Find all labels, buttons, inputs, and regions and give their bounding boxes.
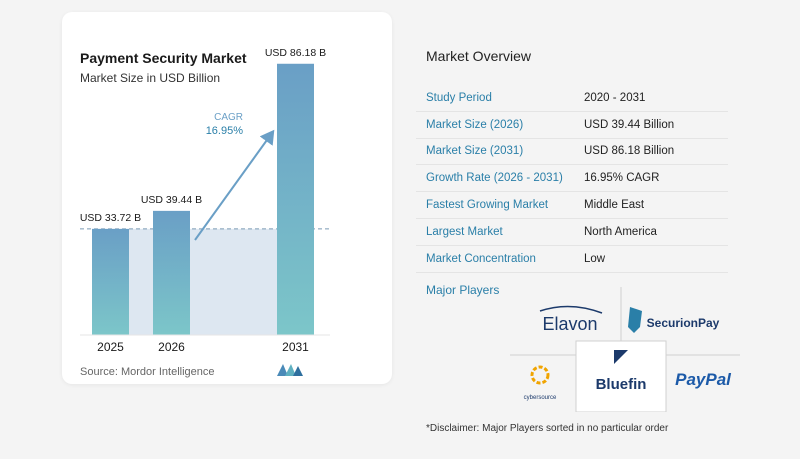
table-row: Market Size (2031) USD 86.18 Billion xyxy=(416,139,728,166)
paypal-logo: PayPal xyxy=(675,370,732,389)
row-key: Fastest Growing Market xyxy=(426,199,549,212)
cybersource-logo: cybersource xyxy=(524,365,557,401)
logo-text: cybersource xyxy=(524,395,557,401)
chart-subtitle: Market Size in USD Billion xyxy=(80,71,221,85)
bar-2026 xyxy=(153,210,190,335)
row-key: Study Period xyxy=(426,91,492,104)
table-row: Fastest Growing Market Middle East xyxy=(416,192,728,219)
table-row: Largest Market North America xyxy=(416,219,728,246)
logo-text: Elavon xyxy=(542,314,597,334)
mordor-logo-icon xyxy=(277,364,303,376)
cagr-value: 16.95% xyxy=(206,125,244,137)
major-players-logos: Elavon SecurionPay cybersource Bluefin P… xyxy=(510,287,740,412)
tick-label-2031: 2031 xyxy=(282,340,309,354)
bar-2025 xyxy=(92,228,129,335)
chart-title: Payment Security Market xyxy=(80,50,247,66)
table-row: Growth Rate (2026 - 2031) 16.95% CAGR xyxy=(416,165,728,193)
data-label-2025: USD 33.72 B xyxy=(80,212,141,224)
logo-text: Bluefin xyxy=(596,376,647,393)
data-label-2026: USD 39.44 B xyxy=(141,194,202,206)
row-value: North America xyxy=(584,225,657,238)
row-value: Middle East xyxy=(584,199,645,212)
logo-text: PayPal xyxy=(675,370,732,389)
bar-2031 xyxy=(277,63,314,335)
cagr-label: CAGR xyxy=(214,112,243,123)
tick-label-2025: 2025 xyxy=(97,340,124,354)
row-value: USD 39.44 Billion xyxy=(584,118,675,131)
row-key: Market Size (2031) xyxy=(426,145,524,158)
bluefin-logo: Bluefin xyxy=(596,350,647,393)
row-value: Low xyxy=(584,252,606,265)
market-overview-title: Market Overview xyxy=(426,48,532,64)
table-row: Market Concentration Low xyxy=(416,246,728,273)
tick-label-2026: 2026 xyxy=(158,340,185,354)
row-key: Market Size (2026) xyxy=(426,118,524,131)
table-row: Market Size (2026) USD 39.44 Billion xyxy=(416,112,728,139)
major-players-title: Major Players xyxy=(426,283,500,297)
disclaimer: *Disclaimer: Major Players sorted in no … xyxy=(426,423,669,434)
source-label: Source: Mordor Intelligence xyxy=(80,366,215,378)
row-value: 2020 - 2031 xyxy=(584,91,646,104)
growth-shade xyxy=(129,228,277,335)
data-label-2031: USD 86.18 B xyxy=(265,47,326,59)
elavon-logo: Elavon xyxy=(539,305,603,334)
row-key: Largest Market xyxy=(426,225,503,238)
row-key: Growth Rate (2026 - 2031) xyxy=(426,172,563,185)
table-row: Study Period 2020 - 2031 xyxy=(416,85,728,112)
row-value: USD 86.18 Billion xyxy=(584,145,675,158)
market-overview-table: Study Period 2020 - 2031 Market Size (202… xyxy=(416,85,728,273)
row-key: Market Concentration xyxy=(426,252,536,265)
logo-text: SecurionPay xyxy=(647,316,720,330)
securionpay-logo: SecurionPay xyxy=(628,307,720,333)
bar-chart: USD 33.72 B 2025 USD 39.44 B 2026 USD 86.18 … xyxy=(80,47,330,354)
row-value: 16.95% CAGR xyxy=(584,172,660,185)
cagr-arrow xyxy=(194,129,275,241)
